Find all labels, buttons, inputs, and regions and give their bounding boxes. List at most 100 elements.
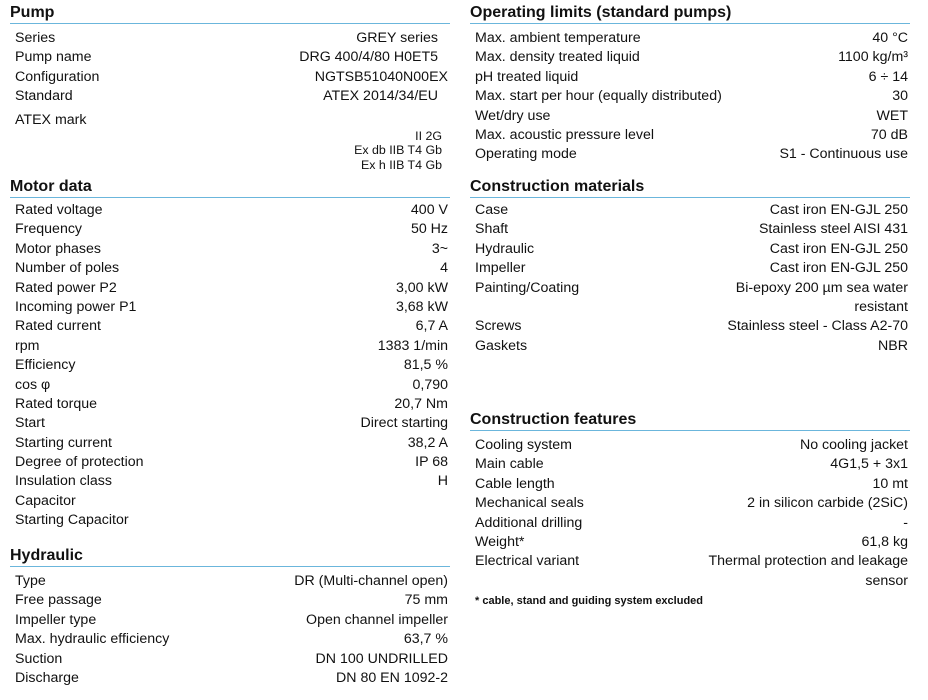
row-label: Rated torque	[15, 395, 98, 412]
row-value: 81,5 %	[403, 357, 448, 374]
row-label: Rated voltage	[15, 202, 103, 218]
limits-row: pH treated liquid 6 ÷ 14	[470, 68, 910, 87]
row-value: 50 Hz	[410, 221, 448, 238]
hydraulic-row: Suction DN 100 UNDRILLED	[10, 650, 450, 669]
row-label: Additional drilling	[475, 514, 583, 531]
row-label: Hydraulic	[475, 240, 535, 257]
row-value: 40 °C	[872, 30, 908, 46]
row-value-line: Thermal protection and leakage	[708, 553, 908, 570]
pump-section-title: Pump	[10, 2, 450, 24]
row-label: Starting Capacitor	[15, 512, 129, 529]
row-value: Cast iron EN-GJL 250	[769, 202, 908, 218]
hydraulic-section: Hydraulic Type DR (Multi-channel open) Fre…	[10, 545, 450, 688]
row-label: Type	[15, 573, 46, 589]
features-row: Weight* 61,8 kg	[470, 533, 910, 552]
row-label: Operating mode	[475, 146, 577, 163]
motor-row: Capacitor	[10, 492, 450, 511]
row-label: Capacitor	[15, 492, 76, 509]
row-value: 70 dB	[870, 126, 908, 143]
row-label: ATEX mark	[15, 111, 87, 128]
row-label: Impeller	[475, 260, 526, 277]
row-value-line: Bi-epoxy 200 µm sea water	[735, 279, 908, 296]
row-label: Discharge	[15, 669, 79, 686]
row-value: 0,790	[412, 376, 448, 393]
row-label: Series	[15, 30, 56, 46]
materials-section: Construction materials Case Cast iron EN-…	[470, 176, 910, 356]
row-label: Motor phases	[15, 240, 101, 257]
features-row: Main cable 4G1,5 + 3x1	[470, 455, 910, 474]
operating-limits-section: Operating limits (standard pumps) Max. a…	[470, 2, 910, 165]
materials-section-title: Construction materials	[470, 176, 910, 198]
row-value: Thermal protection and leakage sensor	[648, 552, 908, 591]
row-label: Max. start per hour (equally distributed…	[475, 88, 722, 105]
features-row: Additional drilling -	[470, 514, 910, 533]
row-value: GREY series	[356, 30, 438, 46]
features-section: Construction features Cooling system No c…	[470, 409, 910, 607]
row-label: Efficiency	[15, 357, 76, 374]
row-label: Case	[475, 202, 509, 218]
row-value: NBR	[878, 337, 908, 354]
features-row: Mechanical seals 2 in silicon carbide (2S…	[470, 494, 910, 513]
motor-section: Motor data Rated voltage 400 V Frequency 50…	[10, 176, 450, 531]
row-value: 3,68 kW	[395, 298, 448, 315]
weight-footnote: * cable, stand and guiding system exclud…	[475, 595, 704, 607]
hydraulic-row: Discharge DN 80 EN 1092-2	[10, 669, 450, 688]
row-label: cos φ	[15, 376, 51, 393]
motor-row: Rated power P2 3,00 kW	[10, 279, 450, 298]
row-label: Gaskets	[475, 337, 528, 354]
row-value: 3,00 kW	[395, 279, 448, 296]
motor-row: Rated voltage 400 V	[10, 201, 450, 220]
row-label: Painting/Coating	[475, 279, 580, 296]
row-value: 4G1,5 + 3x1	[830, 456, 908, 473]
row-value: H	[437, 473, 448, 490]
row-label: Weight*	[475, 533, 525, 550]
motor-row: rpm 1383 1/min	[10, 337, 450, 356]
row-value: 10 mt	[872, 475, 908, 492]
limits-row: Max. start per hour (equally distributed…	[470, 87, 910, 106]
limits-row: Max. density treated liquid 1100 kg/m³	[470, 48, 910, 67]
row-value: 1100 kg/m³	[838, 49, 908, 66]
row-label: Mechanical seals	[475, 495, 584, 512]
row-label: Configuration	[15, 68, 100, 85]
row-label: Insulation class	[15, 473, 112, 490]
row-value: 3~	[431, 240, 448, 257]
row-value: 38,2 A	[407, 434, 448, 451]
row-label: Max. ambient temperature	[475, 30, 641, 46]
row-label: Number of poles	[15, 260, 120, 277]
row-value: NGTSB51040N00EX	[314, 68, 448, 85]
materials-row-painting: Painting/Coating Bi-epoxy 200 µm sea wat…	[470, 279, 910, 318]
row-value: DN 100 UNDRILLED	[315, 650, 448, 667]
row-value: 2 in silicon carbide (2SiC)	[747, 495, 908, 512]
motor-row: Frequency 50 Hz	[10, 220, 450, 239]
row-label: Cooling system	[475, 437, 572, 453]
pump-section: Pump Series GREY series Pump name DRG 40…	[10, 2, 450, 172]
limits-row: Wet/dry use WET	[470, 107, 910, 126]
materials-row: Gaskets NBR	[470, 337, 910, 356]
row-label: Rated power P2	[15, 279, 117, 296]
row-value: 63,7 %	[403, 631, 448, 648]
hydraulic-row: Type DR (Multi-channel open)	[10, 572, 450, 591]
row-value: 1383 1/min	[377, 337, 448, 354]
pump-row-standard: Standard ATEX 2014/34/EU	[10, 87, 450, 106]
motor-row: Starting current 38,2 A	[10, 434, 450, 453]
row-value: DR (Multi-channel open)	[294, 573, 448, 589]
row-value: 400 V	[410, 202, 448, 218]
row-value: WET	[876, 107, 908, 124]
row-value: 75 mm	[404, 592, 448, 609]
row-value: DRG 400/4/80 H0ET5	[299, 49, 438, 66]
row-value: 6,7 A	[415, 318, 448, 335]
motor-row: Efficiency 81,5 %	[10, 356, 450, 375]
motor-row: Rated current 6,7 A	[10, 317, 450, 336]
row-value: 6 ÷ 14	[868, 68, 908, 85]
row-label: Starting current	[15, 434, 112, 451]
row-label: Pump name	[15, 49, 92, 66]
row-value: Open channel impeller	[306, 611, 448, 628]
row-label: Max. density treated liquid	[475, 49, 640, 66]
row-value-line: resistant	[854, 298, 908, 315]
row-label: Impeller type	[15, 611, 97, 628]
row-value: Cast iron EN-GJL 250	[769, 260, 908, 277]
row-value: No cooling jacket	[799, 437, 908, 453]
row-value: S1 - Continuous use	[779, 146, 908, 163]
limits-row: Max. ambient temperature 40 °C	[470, 29, 910, 48]
row-label: pH treated liquid	[475, 68, 579, 85]
